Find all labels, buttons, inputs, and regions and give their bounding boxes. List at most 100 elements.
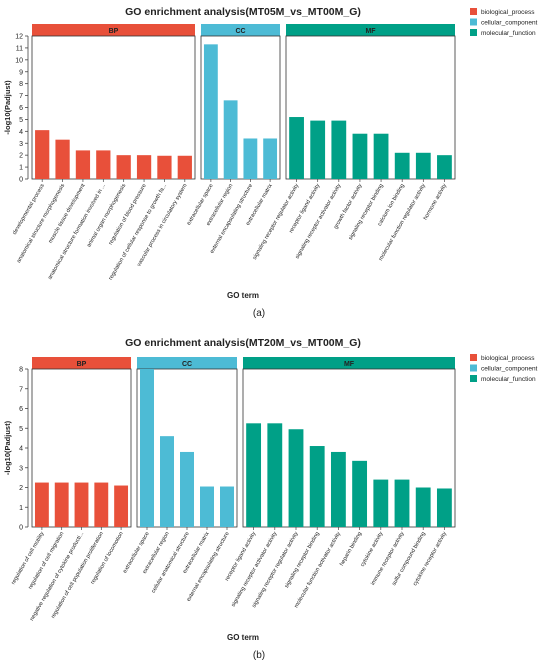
chart-panel-1: GO enrichment analysis(MT20M_vs_MT00M_G)… bbox=[3, 337, 538, 661]
y-tick-label: 6 bbox=[19, 105, 23, 112]
facet-strip bbox=[32, 24, 195, 36]
facet-strip-label: BP bbox=[77, 361, 87, 368]
facet-strip-label: BP bbox=[109, 28, 119, 35]
bar bbox=[140, 369, 154, 527]
x-tick-label: molecular function activator activity bbox=[294, 531, 343, 609]
facet-strip bbox=[137, 357, 237, 369]
facet-frame bbox=[242, 368, 456, 528]
facet-frame bbox=[285, 35, 456, 180]
x-tick-label: heparin binding bbox=[339, 531, 363, 567]
facet-strip-label: CC bbox=[235, 28, 245, 35]
legend-swatch bbox=[470, 364, 477, 372]
y-tick-label: 1 bbox=[19, 165, 23, 172]
x-tick-label: hormone activity bbox=[423, 183, 449, 221]
panel-label: (b) bbox=[253, 650, 265, 661]
y-tick-label: 7 bbox=[19, 93, 23, 100]
bar bbox=[34, 482, 49, 527]
x-tick-label: regulation of cell migration bbox=[28, 531, 66, 591]
chart-title: GO enrichment analysis(MT05M_vs_MT00M_G) bbox=[125, 6, 361, 18]
bar bbox=[289, 117, 304, 179]
bar bbox=[55, 139, 70, 179]
y-tick-label: 3 bbox=[19, 141, 23, 148]
bar bbox=[54, 482, 69, 527]
bar bbox=[436, 488, 452, 527]
bar bbox=[331, 120, 347, 179]
bar bbox=[373, 133, 389, 179]
bar bbox=[160, 436, 174, 527]
facet-frame bbox=[200, 35, 281, 180]
bar bbox=[288, 429, 304, 527]
legend-label: biological_process bbox=[481, 9, 535, 16]
y-tick-label: 2 bbox=[19, 153, 23, 160]
y-tick-label: 3 bbox=[19, 465, 23, 472]
x-tick-label: cytokine activity bbox=[360, 531, 385, 568]
x-tick-label: regulation of blood pressure bbox=[108, 183, 148, 246]
x-tick-label: muscle tissue development bbox=[48, 183, 87, 245]
bar bbox=[96, 150, 111, 179]
y-axis-label: -log10(Padjust) bbox=[3, 420, 12, 475]
bar bbox=[74, 482, 89, 527]
y-tick-label: 11 bbox=[16, 45, 23, 52]
y-tick-label: 8 bbox=[19, 81, 23, 88]
x-axis-label: GO term bbox=[227, 291, 259, 300]
facet-strip bbox=[243, 357, 455, 369]
y-tick-label: 2 bbox=[19, 485, 23, 492]
bar bbox=[263, 138, 278, 179]
y-tick-label: 7 bbox=[19, 386, 23, 393]
y-tick-label: 12 bbox=[15, 34, 23, 41]
facet-frame bbox=[31, 35, 196, 180]
bar bbox=[200, 486, 214, 527]
bar bbox=[352, 460, 368, 527]
legend-swatch bbox=[470, 375, 477, 382]
y-tick-label: 0 bbox=[19, 177, 23, 184]
y-tick-label: 8 bbox=[19, 367, 23, 374]
bar bbox=[394, 479, 410, 527]
bar bbox=[267, 423, 283, 527]
bar bbox=[310, 120, 326, 179]
legend: biological_process cellular_componentmole… bbox=[470, 354, 538, 383]
y-tick-label: 1 bbox=[19, 505, 23, 512]
bar bbox=[394, 152, 410, 179]
facet-strip-label: MF bbox=[365, 28, 376, 35]
bar bbox=[35, 130, 50, 179]
bar bbox=[437, 155, 452, 179]
bar bbox=[246, 423, 262, 527]
y-tick-label: 5 bbox=[19, 117, 23, 124]
legend-swatch bbox=[470, 8, 477, 15]
x-tick-label: molecular function regulator activity bbox=[378, 183, 427, 262]
y-tick-label: 6 bbox=[19, 406, 23, 413]
facet-strip bbox=[32, 357, 131, 369]
y-tick-label: 10 bbox=[15, 57, 23, 64]
bar bbox=[373, 479, 389, 527]
legend: biological_process cellular_componentmole… bbox=[470, 8, 538, 37]
bar bbox=[177, 155, 192, 179]
facet-strip bbox=[286, 24, 455, 36]
legend-label: molecular_function bbox=[481, 376, 536, 383]
legend-label: cellular_component bbox=[481, 20, 538, 27]
bar bbox=[220, 486, 234, 527]
y-tick-label: 4 bbox=[19, 446, 23, 453]
legend-label: cellular_component bbox=[481, 366, 538, 373]
legend-swatch bbox=[470, 29, 477, 36]
facet-strip-label: MF bbox=[344, 361, 355, 368]
x-tick-label: animal organ morphogenesis bbox=[86, 183, 127, 249]
legend-swatch bbox=[470, 354, 477, 361]
x-tick-label: regulation of cell motility bbox=[11, 531, 46, 586]
x-tick-label: external encapsulating structure bbox=[186, 531, 231, 603]
legend-swatch bbox=[470, 18, 477, 26]
bar bbox=[223, 100, 238, 179]
facet-strip bbox=[201, 24, 280, 36]
y-tick-label: 9 bbox=[19, 69, 23, 76]
chart-title: GO enrichment analysis(MT20M_vs_MT00M_G) bbox=[125, 337, 361, 349]
bar bbox=[94, 482, 109, 527]
legend-label: biological_process bbox=[481, 355, 535, 362]
x-axis-label: GO term bbox=[227, 633, 259, 642]
panel-label: (a) bbox=[253, 308, 265, 319]
bar bbox=[415, 152, 431, 179]
bar bbox=[352, 133, 368, 179]
